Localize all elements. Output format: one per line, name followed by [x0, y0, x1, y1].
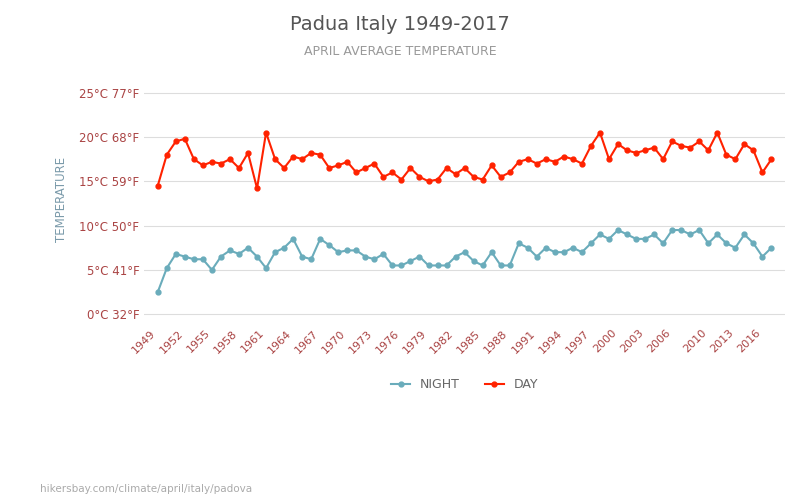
DAY — [758, 170, 767, 175]
DAY — [640, 148, 650, 154]
DAY — [523, 156, 533, 162]
Line: DAY: DAY — [155, 130, 774, 191]
DAY — [270, 156, 280, 162]
DAY — [198, 162, 208, 168]
NIGHT — [270, 249, 280, 255]
Text: hikersbay.com/climate/april/italy/padova: hikersbay.com/climate/april/italy/padova — [40, 484, 252, 494]
DAY — [766, 156, 776, 162]
NIGHT — [361, 254, 370, 260]
DAY — [288, 154, 298, 160]
DAY — [262, 130, 271, 136]
NIGHT — [766, 244, 776, 250]
NIGHT — [153, 289, 162, 295]
NIGHT — [198, 256, 208, 262]
Line: NIGHT: NIGHT — [155, 228, 774, 294]
Text: APRIL AVERAGE TEMPERATURE: APRIL AVERAGE TEMPERATURE — [304, 45, 496, 58]
NIGHT — [614, 227, 623, 233]
DAY — [252, 186, 262, 192]
NIGHT — [505, 262, 514, 268]
NIGHT — [758, 254, 767, 260]
DAY — [153, 182, 162, 188]
NIGHT — [351, 248, 361, 254]
Legend: NIGHT, DAY: NIGHT, DAY — [386, 373, 543, 396]
Y-axis label: TEMPERATURE: TEMPERATURE — [55, 156, 68, 242]
Text: Padua Italy 1949-2017: Padua Italy 1949-2017 — [290, 15, 510, 34]
